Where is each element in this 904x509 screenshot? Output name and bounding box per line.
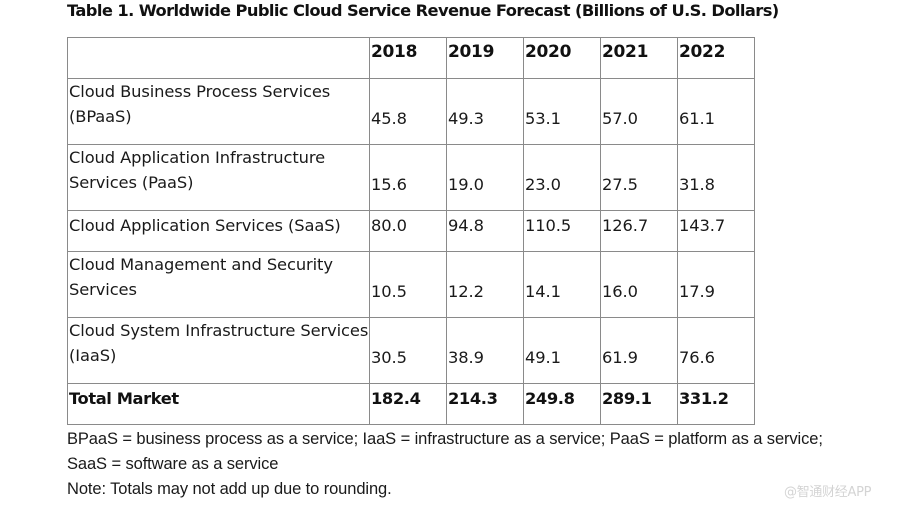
value-cell: 49.3	[446, 78, 524, 145]
row-label: Cloud Application Services (SaaS)	[67, 210, 370, 252]
table-row: Cloud System Infrastructure Services (Ia…	[67, 317, 755, 384]
value-cell: 49.1	[523, 317, 601, 384]
value-cell: 76.6	[677, 317, 755, 384]
total-value-cell: 182.4	[369, 383, 447, 425]
total-value-cell: 331.2	[677, 383, 755, 425]
value-cell: 31.8	[677, 144, 755, 211]
year-header-2022: 2022	[677, 37, 755, 79]
rounding-note: Note: Totals may not add up due to round…	[67, 480, 392, 498]
value-cell: 53.1	[523, 78, 601, 145]
total-row: Total Market 182.4 214.3 249.8 289.1 331…	[67, 383, 755, 425]
value-cell: 126.7	[600, 210, 678, 252]
year-header-2021: 2021	[600, 37, 678, 79]
total-value-cell: 214.3	[446, 383, 524, 425]
header-corner-cell	[67, 37, 370, 79]
year-header-2018: 2018	[369, 37, 447, 79]
value-cell: 57.0	[600, 78, 678, 145]
row-label: Cloud Application Infrastructure Service…	[67, 144, 370, 211]
footnotes: BPaaS = business process as a service; I…	[67, 427, 867, 502]
table-row: Cloud Application Infrastructure Service…	[67, 144, 755, 211]
year-header-2019: 2019	[446, 37, 524, 79]
total-value-cell: 289.1	[600, 383, 678, 425]
value-cell: 143.7	[677, 210, 755, 252]
total-value-cell: 249.8	[523, 383, 601, 425]
value-cell: 15.6	[369, 144, 447, 211]
row-label: Cloud System Infrastructure Services (Ia…	[67, 317, 370, 384]
year-header-2020: 2020	[523, 37, 601, 79]
value-cell: 10.5	[369, 251, 447, 318]
value-cell: 17.9	[677, 251, 755, 318]
watermark: @智通财经APP	[784, 485, 872, 500]
table-row: Cloud Application Services (SaaS) 80.0 9…	[67, 210, 755, 252]
value-cell: 30.5	[369, 317, 447, 384]
row-label: Cloud Management and Security Services	[67, 251, 370, 318]
table-row: Cloud Management and Security Services 1…	[67, 251, 755, 318]
revenue-forecast-table: 2018 2019 2020 2021 2022 Cloud Business …	[67, 37, 755, 425]
value-cell: 94.8	[446, 210, 524, 252]
table-row: Cloud Business Process Services (BPaaS) …	[67, 78, 755, 145]
value-cell: 80.0	[369, 210, 447, 252]
value-cell: 61.9	[600, 317, 678, 384]
table-title: Table 1. Worldwide Public Cloud Service …	[67, 1, 779, 20]
value-cell: 16.0	[600, 251, 678, 318]
value-cell: 110.5	[523, 210, 601, 252]
value-cell: 12.2	[446, 251, 524, 318]
total-label: Total Market	[67, 383, 370, 425]
value-cell: 19.0	[446, 144, 524, 211]
value-cell: 45.8	[369, 78, 447, 145]
value-cell: 23.0	[523, 144, 601, 211]
value-cell: 61.1	[677, 78, 755, 145]
row-label: Cloud Business Process Services (BPaaS)	[67, 78, 370, 145]
header-row: 2018 2019 2020 2021 2022	[67, 37, 755, 79]
abbreviations-footnote: BPaaS = business process as a service; I…	[67, 430, 823, 473]
value-cell: 38.9	[446, 317, 524, 384]
value-cell: 27.5	[600, 144, 678, 211]
value-cell: 14.1	[523, 251, 601, 318]
